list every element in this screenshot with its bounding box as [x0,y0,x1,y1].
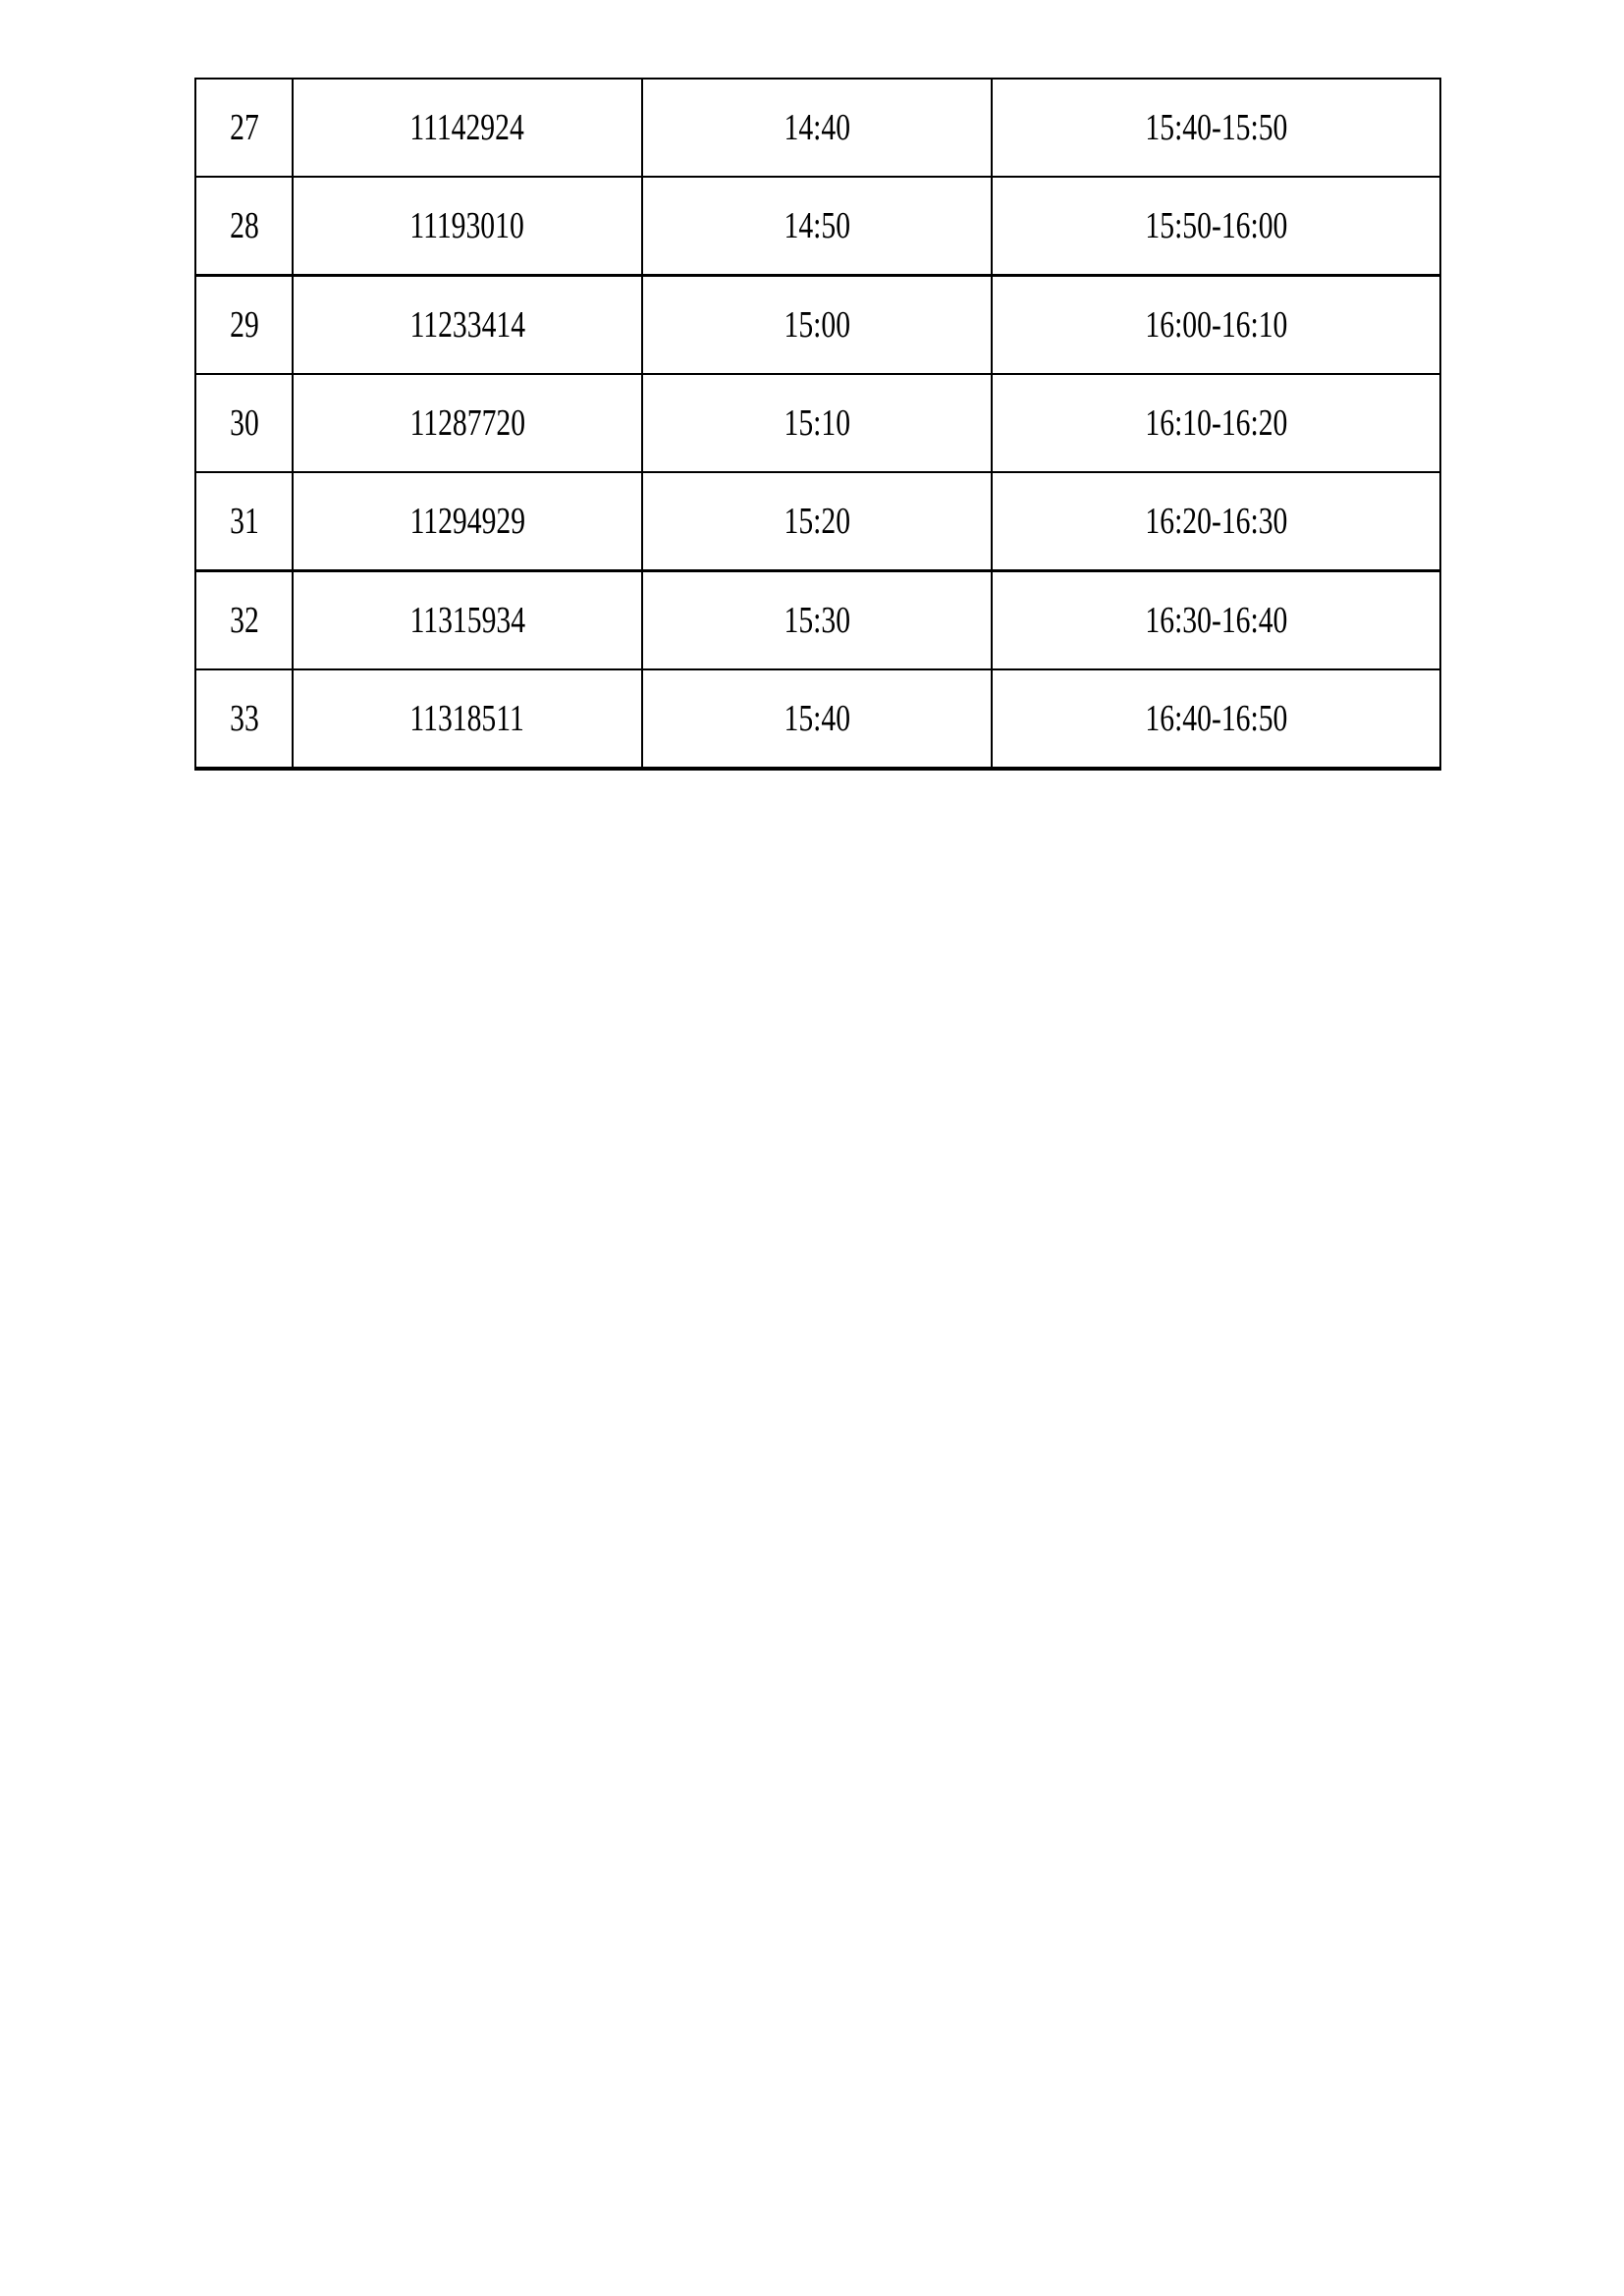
time-cell-text: 15:30 [784,600,850,641]
id-cell-text: 11193010 [409,205,525,246]
row-number: 28 [194,176,294,277]
time-cell: 15:30 [641,569,993,670]
id-cell-text: 11318511 [409,698,525,739]
table-row: 30 11287720 15:10 16:10-16:20 [194,373,1441,473]
table-row: 28 11193010 14:50 15:50-16:00 [194,176,1441,277]
time-range-cell-text: 16:20-16:30 [1145,501,1287,542]
id-cell-text: 11142924 [409,107,525,148]
row-number-text: 32 [229,600,259,641]
time-cell: 15:10 [641,373,993,473]
time-cell-text: 14:50 [784,205,850,246]
row-number-text: 30 [229,402,259,444]
row-number: 33 [194,668,294,770]
row-number: 31 [194,471,294,572]
time-cell: 15:00 [641,274,993,375]
id-cell: 11294929 [292,471,643,572]
row-number: 27 [194,78,294,178]
time-cell-text: 15:20 [784,501,850,542]
time-range-cell-text: 16:40-16:50 [1145,698,1287,739]
row-number-text: 31 [229,501,259,542]
time-cell: 15:20 [641,471,993,572]
time-range-cell-text: 15:40-15:50 [1145,107,1287,148]
time-range-cell: 16:00-16:10 [991,274,1441,375]
id-cell-text: 11315934 [409,600,525,641]
table-row: 32 11315934 15:30 16:30-16:40 [194,569,1441,670]
schedule-table: 27 11142924 14:40 15:40-15:50 28 11193010 14:5… [194,78,1441,771]
table-row: 29 11233414 15:00 16:00-16:10 [194,274,1441,375]
id-cell: 11233414 [292,274,643,375]
time-range-cell-text: 16:30-16:40 [1145,600,1287,641]
id-cell: 11315934 [292,569,643,670]
time-range-cell-text: 16:00-16:10 [1145,304,1287,346]
row-number-text: 33 [229,698,259,739]
time-range-cell: 16:40-16:50 [991,668,1441,770]
row-number: 32 [194,569,294,670]
time-cell: 14:50 [641,176,993,277]
time-range-cell: 16:20-16:30 [991,471,1441,572]
id-cell: 11287720 [292,373,643,473]
row-number-text: 28 [229,205,259,246]
time-cell: 14:40 [641,78,993,178]
id-cell-text: 11287720 [409,402,525,444]
id-cell: 11318511 [292,668,643,770]
id-cell: 11193010 [292,176,643,277]
row-number: 30 [194,373,294,473]
table-row: 27 11142924 14:40 15:40-15:50 [194,78,1441,178]
time-range-cell: 15:40-15:50 [991,78,1441,178]
time-range-cell-text: 16:10-16:20 [1145,402,1287,444]
time-range-cell-text: 15:50-16:00 [1145,205,1287,246]
row-number-text: 27 [229,107,259,148]
table-row: 31 11294929 15:20 16:20-16:30 [194,471,1441,572]
table-row: 33 11318511 15:40 16:40-16:50 [194,668,1441,770]
row-number-text: 29 [229,304,259,346]
time-cell-text: 15:10 [784,402,850,444]
id-cell-text: 11294929 [409,501,525,542]
time-cell-text: 14:40 [784,107,850,148]
row-number: 29 [194,274,294,375]
time-cell-text: 15:40 [784,698,850,739]
time-range-cell: 16:30-16:40 [991,569,1441,670]
time-range-cell: 16:10-16:20 [991,373,1441,473]
time-cell: 15:40 [641,668,993,770]
id-cell: 11142924 [292,78,643,178]
time-cell-text: 15:00 [784,304,850,346]
time-range-cell: 15:50-16:00 [991,176,1441,277]
id-cell-text: 11233414 [409,304,525,346]
